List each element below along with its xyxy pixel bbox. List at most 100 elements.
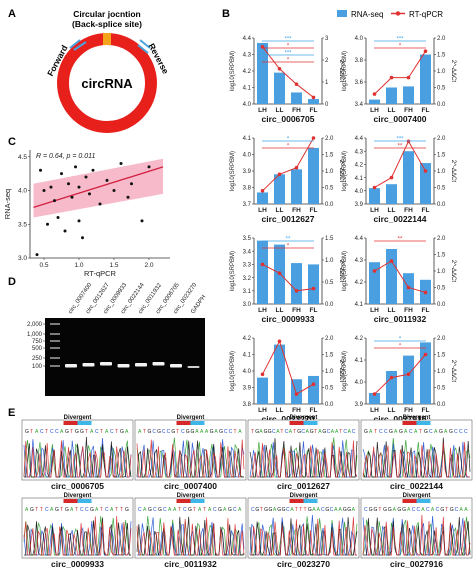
base-call: C	[379, 429, 383, 435]
rt-qpcr-point	[372, 185, 377, 190]
base-call: A	[431, 507, 435, 513]
significance-label: ***	[396, 37, 404, 43]
bar-LH	[257, 377, 268, 404]
scatter-point	[91, 168, 95, 172]
ladder-label: 2,000	[27, 322, 43, 328]
divergent-marker-right	[190, 499, 205, 503]
rt-qpcr-point	[423, 49, 428, 53]
base-call: G	[439, 429, 443, 435]
base-call: G	[449, 429, 453, 435]
base-call: T	[100, 507, 103, 513]
divergent-marker-left	[63, 421, 78, 425]
x-tick-label: FH	[404, 407, 413, 414]
y-axis-label-right: 2^-ΔΔCt	[450, 160, 456, 182]
x-tick-label: LH	[258, 207, 267, 214]
ladder-band	[50, 357, 60, 359]
scatter-point	[67, 182, 70, 186]
y-tick-label: 4.2	[355, 336, 364, 342]
x-tick-label: FH	[292, 107, 301, 114]
divergent-label: Divergent	[403, 493, 431, 499]
bar-LL	[386, 371, 397, 404]
base-call: T	[374, 429, 377, 435]
base-call: G	[186, 429, 190, 435]
x-tick-label: FH	[292, 307, 301, 314]
base-call: C	[409, 429, 413, 435]
x-tick-label: LL	[276, 307, 284, 314]
y-axis-label-right: 2^-ΔΔCt	[450, 260, 456, 282]
base-call: A	[289, 429, 293, 435]
base-call: G	[264, 429, 268, 435]
y-axis-label-right: 2^-ΔΔCt	[338, 260, 344, 282]
x-tick-label: FL	[310, 407, 318, 414]
base-call: A	[223, 507, 227, 513]
base-call: G	[347, 507, 351, 513]
trace-line	[362, 516, 471, 556]
base-call: A	[60, 429, 64, 435]
scatter-point	[147, 165, 151, 169]
base-call: C	[364, 507, 368, 513]
correlation-annotation: R = 0.64, p = 0.011	[36, 153, 96, 160]
reverse-primer-arrow	[137, 39, 151, 54]
base-call: T	[35, 507, 38, 513]
subchart-title: circ_0011932	[374, 314, 427, 324]
trace-line	[136, 517, 245, 556]
base-call: G	[388, 507, 392, 513]
base-call: G	[158, 507, 162, 513]
rt-qpcr-point	[372, 92, 377, 96]
rt-qpcr-point	[311, 382, 316, 387]
base-call: G	[364, 429, 368, 435]
bar-LH	[257, 42, 268, 104]
ladder-band	[50, 365, 60, 367]
base-call: A	[335, 429, 339, 435]
y2-tick-label: 2.0	[325, 136, 334, 142]
trace-line	[362, 514, 471, 556]
base-call: A	[273, 507, 277, 513]
y-tick-label: 4.4	[355, 136, 364, 142]
legend-rna-seq-label: RNA-seq	[351, 10, 383, 19]
base-call: C	[233, 507, 237, 513]
divergent-label: Divergent	[403, 415, 431, 421]
x-tick-label: 0.5	[39, 262, 48, 269]
y-tick-label: 3.2	[243, 276, 252, 282]
scatter-point	[140, 219, 144, 223]
bar-LL	[386, 249, 397, 304]
base-call: G	[424, 429, 428, 435]
scatter-point	[74, 165, 77, 169]
panel-label-d: D	[8, 276, 16, 288]
scatter-point	[49, 185, 53, 189]
y-axis-label-right: 2^-ΔΔCt	[450, 360, 456, 382]
base-call: G	[383, 507, 387, 513]
divergent-marker-right	[416, 421, 431, 425]
scatter-point	[130, 182, 133, 186]
y-tick-label: 4.1	[355, 176, 364, 182]
y-axis-label-left: log10(SRPBM)	[342, 51, 348, 91]
base-call: A	[125, 429, 129, 435]
base-call: T	[293, 429, 296, 435]
bar-LL	[386, 184, 397, 204]
y-tick-label: 3.8	[355, 58, 364, 64]
bar-FH	[403, 355, 414, 404]
x-axis-label: RT-qPCR	[84, 269, 117, 278]
trace-line	[250, 440, 358, 478]
x-tick-label: LH	[258, 107, 267, 114]
scatter-point	[70, 195, 74, 199]
y2-tick-label: 1.5	[325, 236, 334, 242]
legend-rt-qpcr-label: RT-qPCR	[409, 10, 443, 19]
gel-band	[82, 363, 95, 367]
rt-qpcr-point	[406, 285, 411, 290]
y-tick-label: 4.1	[355, 302, 364, 308]
bar-FL	[308, 147, 319, 204]
base-call: T	[419, 429, 422, 435]
bar-FL	[308, 264, 319, 304]
y-tick-label: 4.0	[243, 369, 252, 375]
bar-FH	[291, 379, 302, 404]
base-call: T	[193, 507, 196, 513]
y2-tick-label: 0.5	[325, 280, 334, 286]
base-call: G	[55, 507, 59, 513]
panel-label-c: C	[8, 136, 16, 148]
base-call: G	[228, 507, 232, 513]
y2-tick-label: 1.5	[437, 53, 446, 59]
base-call: A	[35, 429, 39, 435]
y2-tick-label: 2	[325, 58, 329, 64]
subchart-circ_0007400: 3.4 3.6 3.8 4.0 0.0 0.5 1.0 1.5 2.0 LH LL FH FL **** c…	[342, 36, 456, 124]
